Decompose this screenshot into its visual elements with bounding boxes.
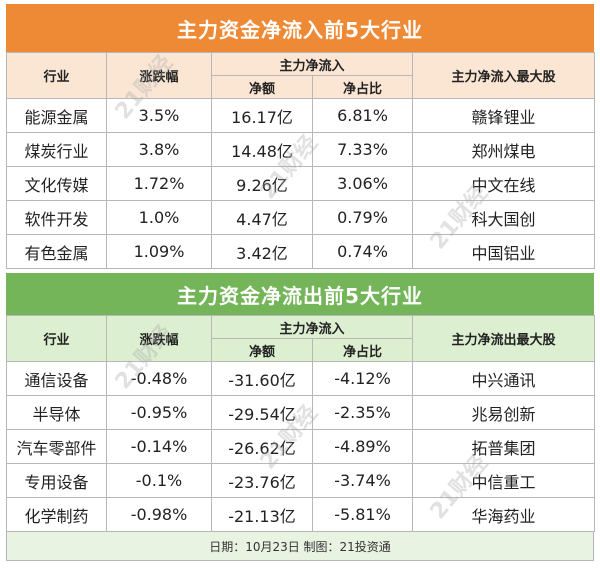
industry-cell: 专用设备 [6, 463, 107, 498]
ratio-cell: -4.12% [311, 361, 414, 396]
header-change: 涨跌幅 [106, 52, 212, 99]
inflow-table: 行业 涨跌幅 主力净流入 主力净流入最大股 净额 净占比 能源金属 3.5% 1… [6, 52, 596, 269]
ratio-cell: 7.33% [311, 132, 414, 167]
table-row: 软件开发 1.0% 4.47亿 0.79% 科大国创 [6, 200, 596, 235]
change-cell: -0.48% [106, 361, 212, 396]
header-industry: 行业 [6, 52, 107, 99]
change-cell: 1.72% [106, 166, 212, 201]
change-cell: 1.0% [106, 200, 212, 235]
table-row: 化学制药 -0.98% -21.13亿 -5.81% 华海药业 [6, 497, 596, 532]
stock-cell: 中兴通讯 [412, 361, 596, 396]
header-net: 净额 [211, 338, 313, 362]
industry-cell: 半导体 [6, 395, 107, 430]
ratio-cell: -2.35% [311, 395, 414, 430]
header-group: 主力净流入 [210, 315, 414, 339]
change-cell: -0.14% [106, 429, 212, 464]
industry-cell: 化学制药 [6, 497, 107, 532]
footer-caption: 日期：10月23日 制图：21投资通 [6, 531, 594, 561]
industry-cell: 软件开发 [6, 200, 107, 235]
change-cell: -0.98% [106, 497, 212, 532]
net-cell: -29.54亿 [211, 395, 313, 430]
table-row: 汽车零部件 -0.14% -26.62亿 -4.89% 拓普集团 [6, 429, 596, 464]
header-ratio: 净占比 [311, 75, 414, 99]
net-cell: 3.42亿 [211, 234, 313, 269]
header-industry: 行业 [6, 315, 107, 362]
net-cell: 9.26亿 [211, 166, 313, 201]
outflow-title: 主力资金净流出前5大行业 [6, 273, 594, 315]
header-net: 净额 [211, 75, 313, 99]
industry-cell: 汽车零部件 [6, 429, 107, 464]
net-cell: -26.62亿 [211, 429, 313, 464]
industry-cell: 煤炭行业 [6, 132, 107, 167]
table-row: 专用设备 -0.1% -23.76亿 -3.74% 中信重工 [6, 463, 596, 498]
stock-cell: 拓普集团 [412, 429, 596, 464]
stock-cell: 中国铝业 [412, 234, 596, 269]
ratio-cell: 0.74% [311, 234, 414, 269]
inflow-title: 主力资金净流入前5大行业 [6, 4, 594, 52]
change-cell: -0.95% [106, 395, 212, 430]
table-row: 文化传媒 1.72% 9.26亿 3.06% 中文在线 [6, 166, 596, 201]
header-group: 主力净流入 [210, 52, 414, 76]
table-row: 能源金属 3.5% 16.17亿 6.81% 赣锋锂业 [6, 98, 596, 133]
change-cell: 3.8% [106, 132, 212, 167]
ratio-cell: 6.81% [311, 98, 414, 133]
header-change: 涨跌幅 [106, 315, 212, 362]
ratio-cell: 3.06% [311, 166, 414, 201]
ratio-cell: -5.81% [311, 497, 414, 532]
net-cell: 14.48亿 [211, 132, 313, 167]
stock-cell: 中文在线 [412, 166, 596, 201]
stock-cell: 郑州煤电 [412, 132, 596, 167]
change-cell: 3.5% [106, 98, 212, 133]
net-cell: 16.17亿 [211, 98, 313, 133]
table-row: 半导体 -0.95% -29.54亿 -2.35% 兆易创新 [6, 395, 596, 430]
header-stock: 主力净流入最大股 [412, 52, 596, 99]
ratio-cell: 0.79% [311, 200, 414, 235]
table-row: 通信设备 -0.48% -31.60亿 -4.12% 中兴通讯 [6, 361, 596, 396]
stock-cell: 中信重工 [412, 463, 596, 498]
change-cell: 1.09% [106, 234, 212, 269]
ratio-cell: -3.74% [311, 463, 414, 498]
change-cell: -0.1% [106, 463, 212, 498]
stock-cell: 华海药业 [412, 497, 596, 532]
net-cell: -31.60亿 [211, 361, 313, 396]
net-cell: -23.76亿 [211, 463, 313, 498]
table-row: 煤炭行业 3.8% 14.48亿 7.33% 郑州煤电 [6, 132, 596, 167]
outflow-table: 行业 涨跌幅 主力净流入 主力净流出最大股 净额 净占比 通信设备 -0.48%… [6, 315, 596, 532]
net-cell: -21.13亿 [211, 497, 313, 532]
ratio-cell: -4.89% [311, 429, 414, 464]
industry-cell: 有色金属 [6, 234, 107, 269]
table-row: 有色金属 1.09% 3.42亿 0.74% 中国铝业 [6, 234, 596, 269]
industry-cell: 通信设备 [6, 361, 107, 396]
stock-cell: 兆易创新 [412, 395, 596, 430]
stock-cell: 赣锋锂业 [412, 98, 596, 133]
header-ratio: 净占比 [311, 338, 414, 362]
net-cell: 4.47亿 [211, 200, 313, 235]
stock-cell: 科大国创 [412, 200, 596, 235]
header-stock: 主力净流出最大股 [412, 315, 596, 362]
industry-cell: 能源金属 [6, 98, 107, 133]
industry-cell: 文化传媒 [6, 166, 107, 201]
